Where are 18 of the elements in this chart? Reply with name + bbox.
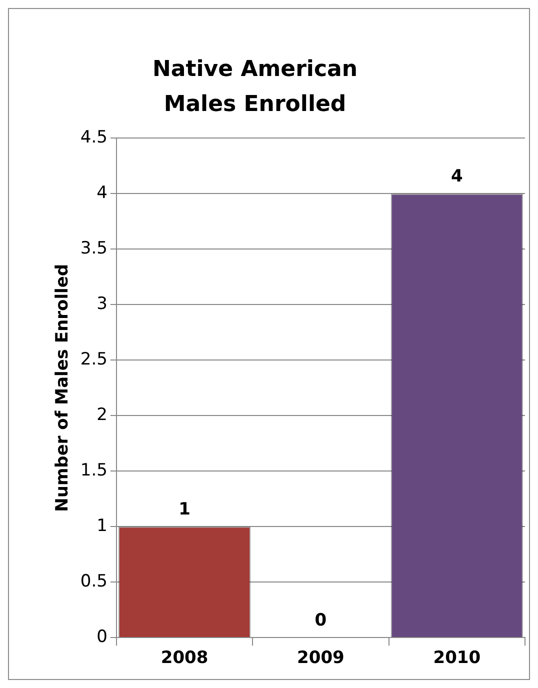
data-label: 0: [314, 610, 327, 631]
x-tick-label: 2009: [297, 648, 344, 668]
y-tick-label: 0.5: [80, 572, 108, 592]
y-tick-label: 3.5: [80, 238, 108, 259]
data-label: 4: [450, 166, 463, 187]
chart-title: Native American Males Enrolled: [151, 56, 359, 119]
y-tick-label: 2: [96, 405, 108, 426]
y-axis-title: Number of Males Enrolled: [52, 264, 73, 512]
y-tick-label: 2.5: [80, 350, 108, 370]
y-tick-label: 4: [96, 183, 108, 204]
y-tick-label: 0: [96, 627, 108, 648]
x-tick-label: 2008: [160, 648, 208, 668]
y-tick-label: 3: [96, 294, 108, 314]
y-tick-label: 4.5: [80, 128, 108, 148]
data-label: 1: [178, 500, 190, 520]
y-tick-label: 1: [96, 516, 108, 536]
y-tick-label: 1.5: [80, 460, 108, 481]
x-tick-label: 2010: [433, 648, 481, 668]
